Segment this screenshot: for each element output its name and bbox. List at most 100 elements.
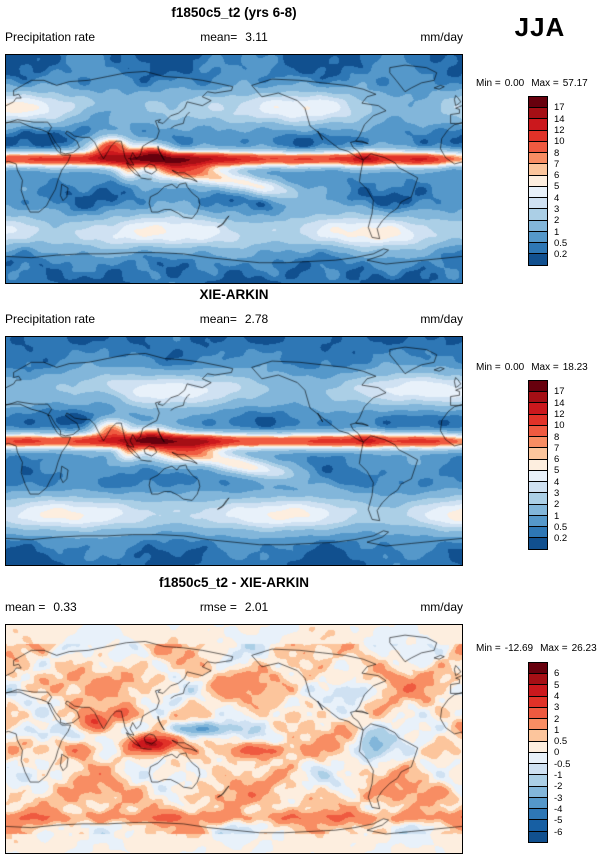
- mean-value: 0.33: [53, 600, 77, 614]
- map-difference-canvas: [5, 624, 463, 854]
- colorbar: 17 14 12 10 8 7 6 5 4 3 2 1 0.5 0.2: [528, 380, 567, 550]
- colorbar-tick: 4: [554, 192, 560, 204]
- colorbar-tick: 12: [554, 408, 565, 420]
- max-value: 26.23: [571, 643, 597, 654]
- panel-difference: f1850c5_t2 - XIE-ARKIN rmse = 2.01 mean =…: [0, 570, 616, 858]
- colorbar-segment: [529, 796, 547, 809]
- mean-label: mean=: [200, 30, 238, 44]
- colorbar-segment: [529, 253, 547, 265]
- min-label: Min =: [476, 78, 501, 89]
- colorbar-segment: [529, 492, 547, 504]
- max-label: Max =: [531, 78, 559, 89]
- colorbar-segment: [529, 830, 547, 842]
- colorbar-segment: [529, 763, 547, 775]
- colorbar-segment: [529, 447, 547, 459]
- min-label: Min =: [476, 362, 501, 373]
- colorbar-tick: -5: [554, 814, 563, 826]
- colorbar-segment: [529, 808, 547, 820]
- variable-label: Precipitation rate: [5, 312, 96, 326]
- colorbar-tick: 2: [554, 713, 560, 725]
- colorbar-segment: [529, 684, 547, 696]
- colorbar-tick: -2: [554, 781, 563, 793]
- colorbar-tick: 3: [554, 701, 560, 713]
- colorbar-segment: [529, 436, 547, 448]
- stats-row: mean= 2.78 Precipitation rate mm/day: [5, 312, 463, 327]
- units-label: mm/day: [420, 312, 463, 326]
- colorbar-tick: 5: [554, 181, 560, 193]
- colorbar-tick: 6: [554, 453, 560, 465]
- colorbar-tick: 0: [554, 747, 560, 759]
- variable-label: Precipitation rate: [5, 30, 96, 44]
- colorbar-segment: [529, 174, 547, 186]
- colorbar-segment: [529, 481, 547, 493]
- colorbar-segment: [529, 774, 547, 786]
- colorbar-segment: [529, 424, 547, 437]
- season-label: JJA: [514, 12, 566, 42]
- colorbar-segment: [529, 673, 547, 685]
- colorbar-tick: 14: [554, 397, 565, 409]
- colorbar-tick: 8: [554, 147, 560, 159]
- colorbar-segment: [529, 391, 547, 403]
- colorbar-tick: -4: [554, 803, 563, 815]
- colorbar-segment: [529, 706, 547, 719]
- mean-stat: mean= 3.11: [5, 30, 463, 44]
- colorbar-segment: [529, 402, 547, 414]
- colorbar-segment: [529, 819, 547, 831]
- colorbar-tick: -0.5: [554, 758, 571, 770]
- colorbar-tick: 10: [554, 419, 565, 431]
- max-value: 18.23: [562, 362, 588, 373]
- units-label: mm/day: [420, 30, 463, 44]
- max-label: Max =: [540, 643, 568, 654]
- min-value: -12.69: [504, 643, 534, 654]
- colorbar-tick: 7: [554, 158, 560, 170]
- colorbar-tick: 12: [554, 124, 565, 136]
- colorbar-segment: [529, 663, 547, 674]
- colorbar-segment: [529, 185, 547, 198]
- panel-obs: XIE-ARKIN mean= 2.78 Precipitation rate m…: [0, 282, 616, 570]
- colorbar-tick: -3: [554, 792, 563, 804]
- minmax-stats: Min = 0.00 Max = 18.23: [476, 362, 588, 373]
- colorbar-tick: 8: [554, 431, 560, 443]
- colorbar-tick: 0.2: [554, 248, 568, 260]
- colorbar-tick: 6: [554, 169, 560, 181]
- colorbar-tick: 5: [554, 465, 560, 477]
- mean-value: 2.78: [244, 312, 269, 326]
- colorbar-segment: [529, 140, 547, 153]
- colorbar-segment: [529, 514, 547, 527]
- mean-value: 3.11: [245, 30, 268, 44]
- colorbar-tick: 4: [554, 476, 560, 488]
- colorbar-tick: 7: [554, 442, 560, 454]
- panel-title: f1850c5_t2 (yrs 6-8): [171, 5, 297, 20]
- minmax-stats: Min = 0.00 Max = 57.17: [476, 78, 588, 89]
- panel-model: f1850c5_t2 (yrs 6-8) mean= 3.11 Precipita…: [0, 0, 616, 288]
- panel-title: f1850c5_t2 - XIE-ARKIN: [158, 575, 310, 590]
- min-value: 0.00: [504, 78, 525, 89]
- colorbar-segment: [529, 230, 547, 243]
- minmax-stats: Min = -12.69 Max = 26.23: [476, 643, 597, 654]
- colorbar-segment: [529, 163, 547, 175]
- colorbar-tick: 3: [554, 203, 560, 215]
- colorbar-tick: 1: [554, 226, 560, 238]
- colorbar-segment: [529, 503, 547, 515]
- colorbar-segment: [529, 469, 547, 482]
- min-label: Min =: [476, 643, 501, 654]
- units-label: mm/day: [420, 600, 463, 614]
- colorbar-tick: 17: [554, 386, 565, 398]
- colorbar-segment: [529, 197, 547, 209]
- map-model-canvas: [5, 54, 463, 284]
- min-value: 0.00: [504, 362, 525, 373]
- colorbar: 6 5 4 3 2 1 0.5 0 -0.5 -1 -2 -3 -4 -5 -6: [528, 662, 570, 843]
- mean-label: mean=: [199, 312, 237, 326]
- colorbar-tick: 2: [554, 499, 560, 511]
- colorbar-tick: 0.5: [554, 521, 568, 533]
- colorbar-segment: [529, 107, 547, 119]
- colorbar-tick: 6: [554, 668, 560, 680]
- colorbar-tick: 5: [554, 679, 560, 691]
- colorbar-tick: 0.5: [554, 735, 568, 747]
- colorbar-segment: [529, 718, 547, 730]
- colorbar-tick: -6: [554, 826, 563, 838]
- colorbar-segment: [529, 242, 547, 254]
- colorbar-tick: 1: [554, 724, 560, 736]
- max-label: Max =: [531, 362, 559, 373]
- colorbar-tick: 14: [554, 113, 565, 125]
